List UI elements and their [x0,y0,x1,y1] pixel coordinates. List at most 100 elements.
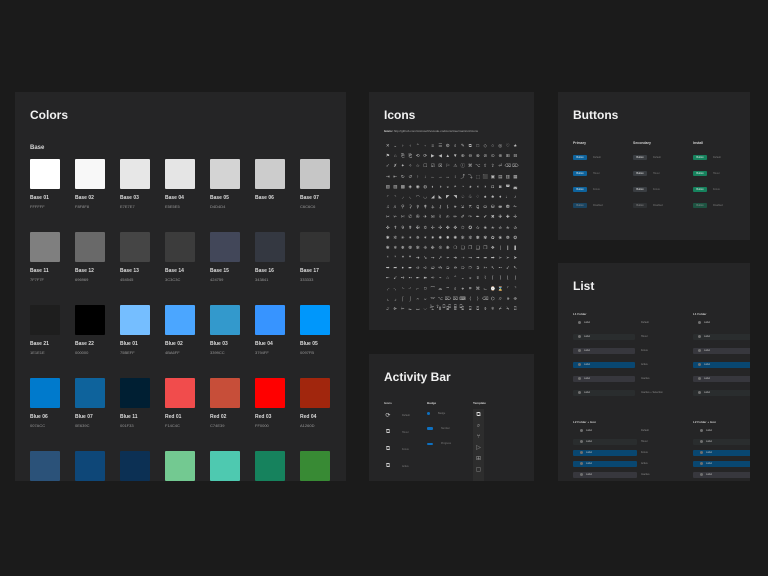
list-item[interactable]: Label [693,348,750,354]
list-item[interactable]: Label [693,362,750,368]
sample-button[interactable]: Button [693,187,707,192]
color-swatch[interactable]: Blue 06 007ACC [30,378,75,428]
color-swatch[interactable] [165,451,210,481]
color-swatch[interactable]: Red 03 FF0000 [255,378,300,428]
codicon-icon: ⌘ [475,285,481,291]
list-item-label: Label [704,377,711,380]
color-swatch[interactable] [75,451,120,481]
codicon-icon: ⌇ [484,275,487,281]
list-item[interactable]: Label [573,334,635,340]
color-swatch[interactable]: Base 03 E7E7E7 [120,159,165,209]
button-column-heading: Install [693,141,704,145]
activity-template-icon[interactable]: ⊞ [475,456,482,462]
sample-button[interactable]: Button [633,155,647,160]
codicon-icon: ➵ [498,265,503,271]
activity-template-icon[interactable]: ⌕ [476,423,481,429]
codicon-icon: ⇥ [385,173,390,179]
icons-source-url[interactable]: http://github.com/microsoft/vscode-codic… [393,129,479,133]
color-swatch[interactable]: Base 11 7F7F7F [30,232,75,282]
activity-item-icon[interactable]: ⧉ [385,463,391,469]
sample-button[interactable]: Button [573,203,587,208]
sample-button[interactable]: Button [633,203,647,208]
list-item[interactable]: Label [693,472,750,478]
color-swatch[interactable]: Blue 05 0097FB [300,305,345,355]
swatch-chip [165,451,195,481]
list-item[interactable]: Label [573,450,637,456]
sample-button[interactable]: Button [573,187,587,192]
list-item[interactable]: Label [693,439,750,445]
color-swatch[interactable]: Base 02 F8F8F8 [75,159,120,209]
list-item[interactable]: Label [573,472,637,478]
list-item[interactable]: Label [573,428,637,434]
activity-template-icon[interactable]: ▢ [475,467,482,473]
color-swatch[interactable]: Base 16 343841 [255,232,300,282]
color-swatch[interactable]: Base 22 000000 [75,305,120,355]
color-swatch[interactable]: Base 07 C6C6C6 [300,159,345,209]
color-swatch[interactable]: Blue 02 4BA6FF [165,305,210,355]
sample-button[interactable]: Button [573,171,587,176]
color-swatch[interactable]: Blue 07 0E639C [75,378,120,428]
list-item[interactable]: Label [573,461,637,467]
color-swatch[interactable]: Blue 04 3794FF [255,305,300,355]
color-swatch[interactable] [300,451,345,481]
list-item[interactable]: Label [573,348,635,354]
list-item[interactable]: Label [693,461,750,467]
list-item-label: Label [584,391,591,394]
list-item-icon [700,439,703,443]
color-swatch[interactable]: Base 15 424759 [210,232,255,282]
sample-button[interactable]: Button [573,155,587,160]
color-swatch[interactable]: Base 06 [255,159,300,201]
activity-template-icon[interactable]: ⑂ [476,434,481,440]
activity-item-icon[interactable]: ⧉ [385,429,391,435]
color-swatch[interactable] [120,451,165,481]
color-swatch[interactable]: Base 04 E5E5E5 [165,159,210,209]
list-item[interactable]: Label [693,334,750,340]
activity-item-icon[interactable]: ⧉ [385,446,391,452]
sample-button[interactable]: Button [633,171,647,176]
color-swatch[interactable]: Base 01 FFFFFF [30,159,75,209]
color-swatch[interactable]: Red 01 F14C4C [165,378,210,428]
codicon-icon: ≡ [431,143,435,148]
list-item[interactable]: Label [573,439,637,445]
list-item[interactable]: Label [693,376,750,382]
color-swatch[interactable] [210,451,255,481]
color-swatch[interactable]: Blue 01 75BEFF [120,305,165,355]
activity-title: Activity Bar [384,370,451,384]
activity-template-icon[interactable]: ⧉ [476,412,481,418]
list-item[interactable]: Label [693,428,750,434]
color-swatch[interactable] [30,451,75,481]
color-swatch[interactable]: Base 05 D4D4D4 [210,159,255,209]
codicon-icon: ⌂ [393,153,397,159]
activity-template-icon[interactable]: ▷ [476,445,481,451]
list-item[interactable]: Label [693,390,750,396]
list-item[interactable]: Label [573,390,635,396]
sample-button[interactable]: Button [633,187,647,192]
sample-button[interactable]: Button [693,203,707,208]
color-swatch[interactable]: Red 04 A1260D [300,378,345,428]
codicon-icon: ⛂ [498,204,503,210]
list-item[interactable]: Label [693,320,750,326]
codicon-icon: ✮ [498,224,503,230]
activity-item-icon[interactable]: ⟳ [385,413,391,419]
color-swatch[interactable]: Base 12 696969 [75,232,120,282]
codicon-icon: ⍈ [453,304,457,309]
color-swatch[interactable]: Base 17 333333 [300,232,345,282]
color-swatch[interactable]: Red 02 C74E39 [210,378,255,428]
sample-button[interactable]: Button [693,155,707,160]
color-swatch[interactable]: Blue 11 001F33 [120,378,165,428]
color-swatch[interactable]: Blue 03 3399CC [210,305,255,355]
icons-title: Icons [384,108,416,122]
codicon-icon: ⌥ [437,295,443,301]
list-item[interactable]: Label [693,450,750,456]
codicon-icon: ▤ [498,173,503,179]
color-swatch[interactable]: Base 14 3C3C3C [165,232,210,282]
list-item[interactable]: Label [573,362,635,368]
list-item[interactable]: Label [573,320,635,326]
color-swatch[interactable]: Base 21 1E1E1E [30,305,75,355]
color-swatch[interactable]: Base 13 454545 [120,232,165,282]
list-item[interactable]: Label [573,376,635,382]
codicon-icon: ✇ [415,214,420,220]
sample-button[interactable]: Button [693,171,707,176]
codicon-icon: ✾ [483,234,488,240]
color-swatch[interactable] [255,451,300,481]
